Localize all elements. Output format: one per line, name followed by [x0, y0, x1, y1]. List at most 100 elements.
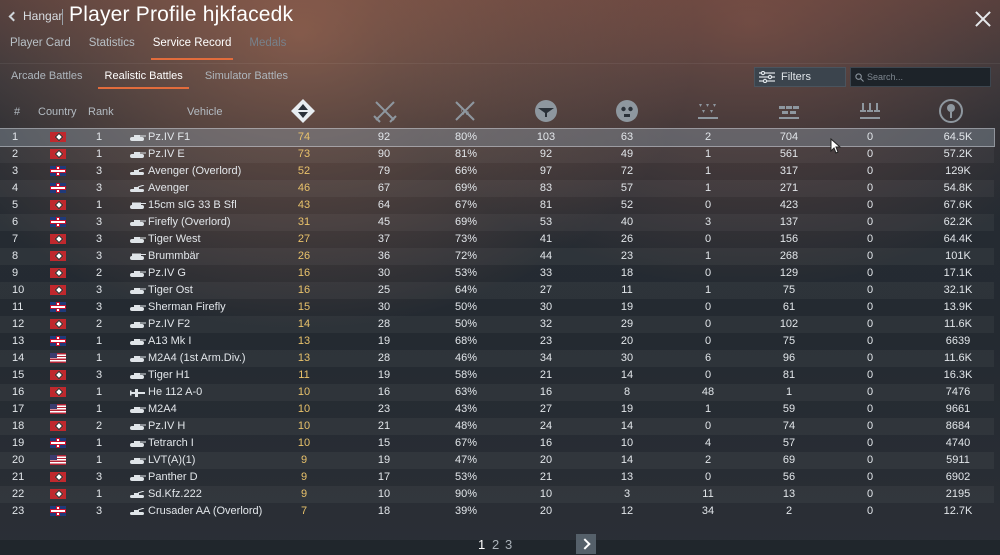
ground-value: 317 — [779, 165, 799, 177]
air-value: 2 — [704, 454, 712, 466]
col-number[interactable]: # — [14, 106, 21, 118]
table-row[interactable]: 21 3 Panther D 9 17 53% 21 13 0 56 0 6902 — [0, 469, 994, 486]
table-row[interactable]: 16 1 He 112 A-0 10 16 63% 16 8 48 1 0 7476 — [0, 384, 994, 401]
row-rank: 1 — [96, 352, 103, 364]
table-row[interactable]: 14 1 M2A4 (1st Arm.Div.) 13 28 46% 34 30 6 96 0 11.… — [0, 350, 994, 367]
col-rank[interactable]: Rank — [88, 106, 114, 118]
tab-arcade-battles[interactable]: Arcade Battles — [11, 70, 83, 82]
table-row[interactable]: 12 2 Pz.IV F2 14 28 50% 32 29 0 102 0 11.6K — [0, 316, 994, 333]
tab-service-record[interactable]: Service Record — [143, 35, 240, 60]
tab-medals[interactable]: Medals — [249, 37, 287, 49]
table-row[interactable]: 4 3 Avenger 46 67 69% 83 57 1 271 0 54.8K — [0, 180, 994, 197]
air-value: 0 — [704, 233, 712, 245]
battles-value: 31 — [297, 216, 311, 228]
table-row[interactable]: 15 3 Tiger H1 11 19 58% 21 14 0 81 0 16.3K — [0, 367, 994, 384]
germany-flag-icon — [50, 489, 66, 499]
victories-icon[interactable] — [372, 98, 398, 124]
tab-realistic-battles[interactable]: Realistic Battles — [94, 68, 194, 89]
table-row[interactable]: 13 1 A13 Mk I 13 19 68% 23 20 0 75 0 6639 — [0, 333, 994, 350]
deaths-icon[interactable] — [614, 98, 640, 124]
vehicle-name: Tetrarch I — [148, 437, 194, 449]
ground-kills-icon[interactable] — [776, 98, 802, 124]
table-row[interactable]: 19 1 Tetrarch I 10 15 67% 16 10 4 57 0 4740 — [0, 435, 994, 452]
table-row[interactable]: 11 3 Sherman Firefly 15 30 50% 30 19 0 61 0 13.9K — [0, 299, 994, 316]
tab-player-card[interactable]: Player Card — [10, 37, 71, 49]
score-icon[interactable] — [938, 98, 964, 124]
table-row[interactable]: 20 1 LVT(A)(1) 9 19 47% 20 14 2 69 0 5911 — [0, 452, 994, 469]
respawns-value: 103 — [536, 131, 556, 143]
table-row[interactable]: 22 1 Sd.Kfz.222 9 10 90% 10 3 11 13 0 2195 — [0, 486, 994, 503]
table-row[interactable]: 18 2 Pz.IV H 10 21 48% 24 14 0 74 0 8684 — [0, 418, 994, 435]
deaths-value: 10 — [620, 437, 634, 449]
row-number: 3 — [12, 165, 19, 177]
row-number: 15 — [12, 369, 25, 381]
tab-simulator-battles[interactable]: Simulator Battles — [204, 70, 288, 82]
next-page-button[interactable] — [576, 534, 596, 554]
table-row[interactable]: 23 3 Crusader AA (Overlord) 7 18 39% 20 12 34 2 0 1… — [0, 503, 994, 520]
vehicle-name: M2A4 (1st Arm.Div.) — [148, 352, 246, 364]
ground-value: 137 — [779, 216, 799, 228]
page-1-link[interactable]: 1 — [478, 537, 486, 552]
respawns-value: 16 — [539, 386, 553, 398]
row-rank: 1 — [96, 403, 103, 415]
col-vehicle[interactable]: Vehicle — [187, 106, 223, 118]
search-input[interactable] — [867, 72, 987, 82]
ground-value: 75 — [782, 335, 796, 347]
table-row[interactable]: 5 1 15cm sIG 33 B Sfl 43 64 67% 81 52 0 423 0 67.6K — [0, 197, 994, 214]
col-country[interactable]: Country — [38, 106, 77, 118]
naval-value: 0 — [866, 335, 874, 347]
deaths-value: 14 — [620, 454, 634, 466]
tab-statistics[interactable]: Statistics — [88, 37, 135, 49]
naval-value: 0 — [866, 165, 874, 177]
battles-value: 16 — [297, 267, 311, 279]
air-kills-icon[interactable] — [695, 98, 721, 124]
battles-icon[interactable] — [290, 98, 316, 124]
naval-value: 0 — [866, 437, 874, 449]
score-value: 8684 — [945, 420, 971, 432]
score-value: 62.2K — [943, 216, 973, 228]
table-row[interactable]: 6 3 Firefly (Overlord) 31 45 69% 53 40 3 137 0 62.2… — [0, 214, 994, 231]
uk-flag-icon — [50, 166, 66, 176]
respawns-icon[interactable] — [533, 98, 559, 124]
air-value: 0 — [704, 335, 712, 347]
naval-kills-icon[interactable] — [857, 98, 883, 124]
table-row[interactable]: 9 2 Pz.IV G 16 30 53% 33 18 0 129 0 17.1K — [0, 265, 994, 282]
back-to-hangar-button[interactable]: Hangar — [8, 9, 62, 23]
battles-value: 15 — [297, 301, 311, 313]
row-rank: 3 — [96, 505, 103, 517]
row-rank: 3 — [96, 165, 103, 177]
table-row[interactable]: 7 3 Tiger West 27 37 73% 41 26 0 156 0 64.4K — [0, 231, 994, 248]
row-number: 4 — [12, 182, 19, 194]
mode-tabs: Arcade Battles Realistic Battles Simulat… — [0, 68, 299, 89]
winrate-value: 68% — [454, 335, 478, 347]
winrate-value: 53% — [454, 267, 478, 279]
naval-value: 0 — [866, 284, 874, 296]
vehicle-name: Pz.IV H — [148, 420, 186, 432]
vehicle-name: M2A4 — [148, 403, 177, 415]
table-row[interactable]: 10 3 Tiger Ost 16 25 64% 27 11 1 75 0 32.1K — [0, 282, 994, 299]
battles-value: 9 — [300, 471, 308, 483]
table-row[interactable]: 8 3 Brummbär 26 36 72% 44 23 1 268 0 101K — [0, 248, 994, 265]
table-row[interactable]: 1 1 Pz.IV F1 74 92 80% 103 63 2 704 0 64.5K — [0, 128, 995, 147]
naval-value: 0 — [866, 488, 874, 500]
page-3-link[interactable]: 3 — [505, 537, 513, 552]
respawns-value: 97 — [539, 165, 553, 177]
win-rate-icon[interactable]: % — [452, 98, 478, 124]
victories-value: 19 — [377, 369, 391, 381]
row-number: 14 — [12, 352, 25, 364]
tank-icon — [129, 422, 146, 430]
uk-flag-icon — [50, 506, 66, 516]
title-separator — [62, 9, 63, 25]
filters-button[interactable]: Filters — [754, 67, 846, 87]
row-rank: 3 — [96, 182, 103, 194]
victories-value: 79 — [377, 165, 391, 177]
spaa-icon — [129, 507, 146, 515]
row-rank: 1 — [96, 335, 103, 347]
spg-icon — [129, 201, 146, 209]
table-row[interactable]: 2 1 Pz.IV E 73 90 81% 92 49 1 561 0 57.2K — [0, 146, 994, 163]
page-2-link[interactable]: 2 — [492, 537, 500, 552]
table-row[interactable]: 3 3 Avenger (Overlord) 52 79 66% 97 72 1 317 0 129K — [0, 163, 994, 180]
deaths-value: 49 — [620, 148, 634, 160]
close-icon[interactable] — [974, 10, 992, 28]
table-row[interactable]: 17 1 M2A4 10 23 43% 27 19 1 59 0 9661 — [0, 401, 994, 418]
